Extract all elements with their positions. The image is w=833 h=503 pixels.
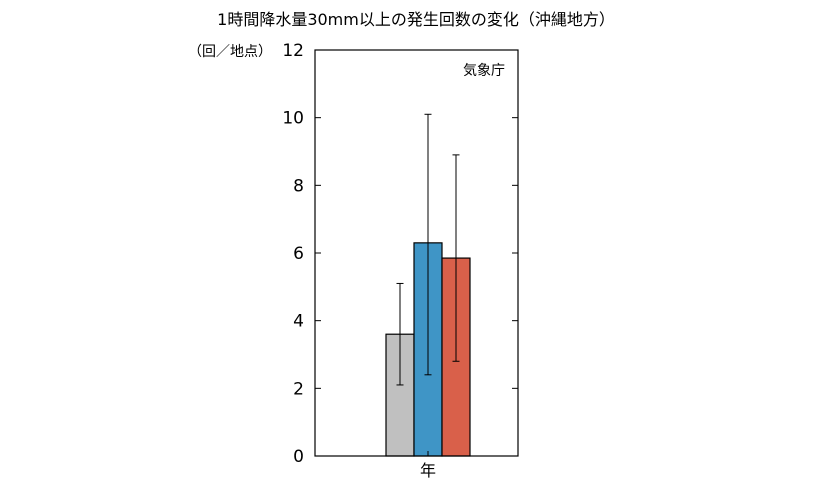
y-tick-label: 6 bbox=[293, 244, 304, 264]
plot-area: 0 2 4 6 8 10 12 年 bbox=[282, 41, 519, 480]
y-tick-label: 2 bbox=[293, 379, 304, 399]
plot-frame bbox=[314, 49, 519, 457]
x-tick-label: 年 bbox=[420, 461, 436, 480]
y-tick-label: 0 bbox=[293, 447, 304, 467]
y-tick-label: 10 bbox=[282, 109, 304, 129]
y-tick-label: 12 bbox=[282, 41, 304, 61]
y-axis-unit-label: （回／地点） bbox=[188, 44, 272, 60]
y-tick-label: 8 bbox=[293, 176, 304, 196]
y-tick-label: 4 bbox=[293, 312, 304, 332]
chart-title: 1時間降水量30mm以上の発生回数の変化（沖縄地方） bbox=[217, 10, 615, 29]
source-label: 気象庁 bbox=[463, 63, 505, 79]
